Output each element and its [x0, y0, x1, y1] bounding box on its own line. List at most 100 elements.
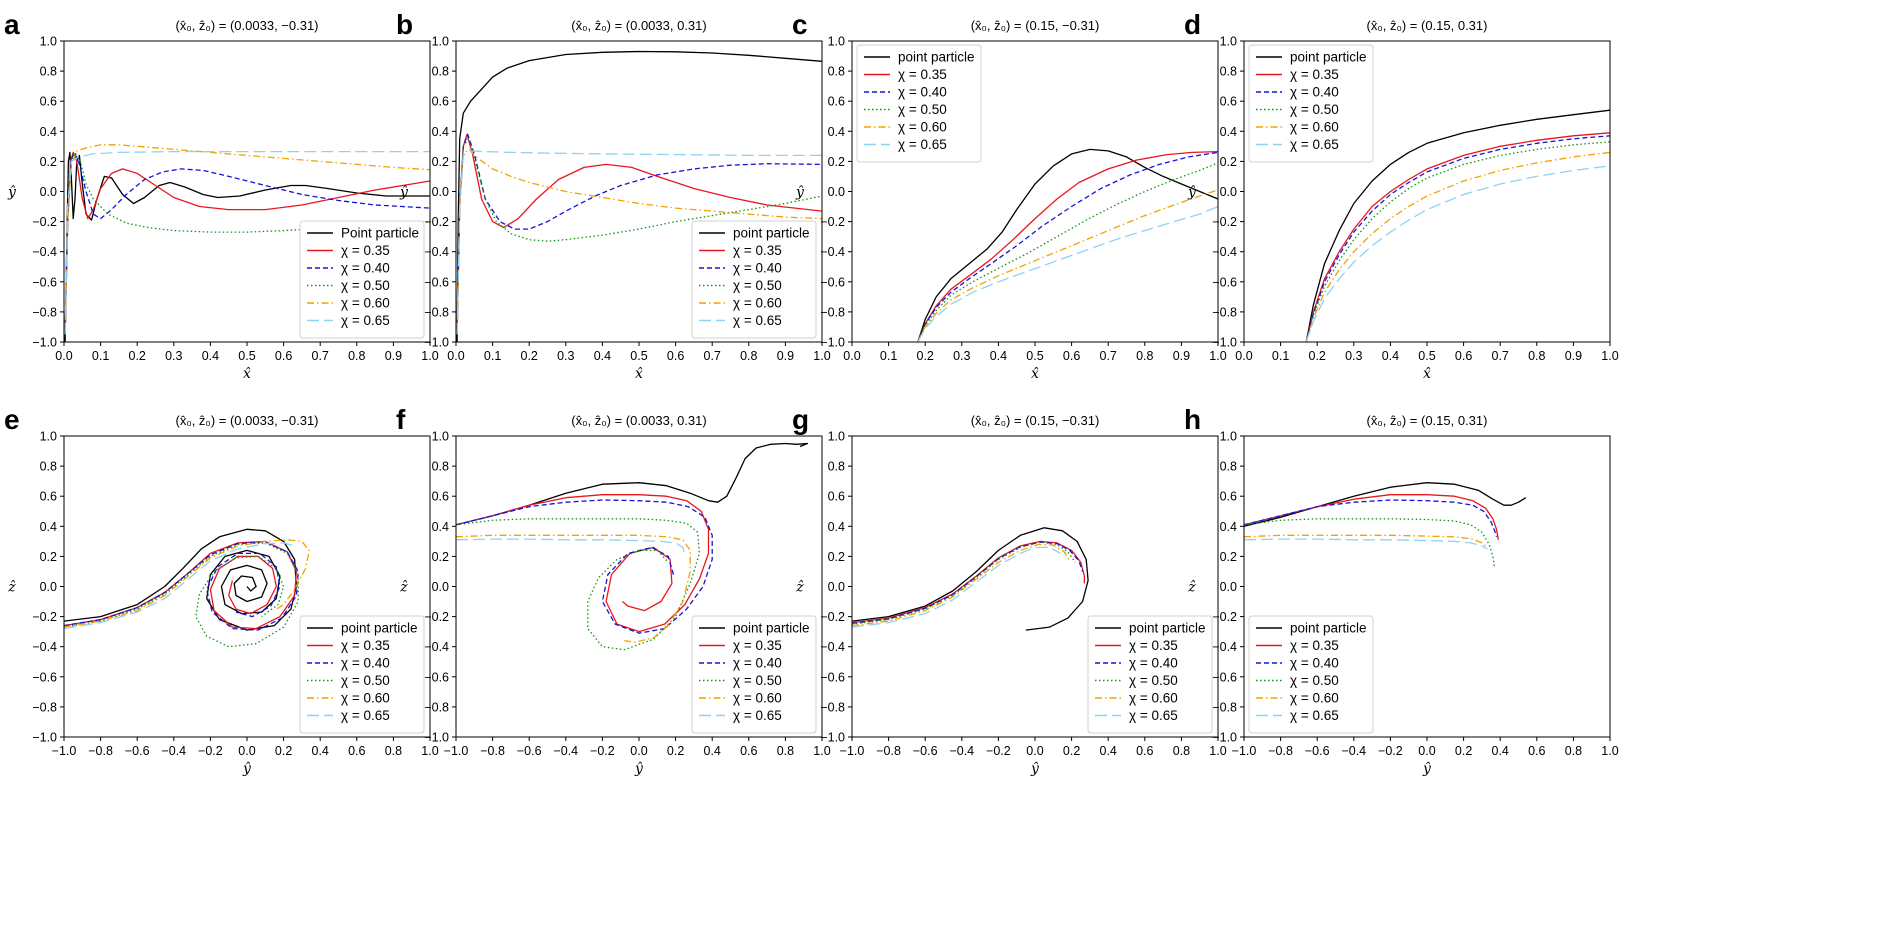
- x-tick-label: 0.8: [348, 349, 365, 363]
- y-tick-label: −1.0: [1212, 731, 1237, 745]
- y-tick-label: 0.8: [828, 460, 845, 474]
- x-tick-label: 0.6: [1063, 349, 1080, 363]
- y-tick-label: −0.2: [32, 215, 57, 229]
- series-line-c60: [64, 144, 430, 335]
- panel-label: f: [396, 404, 406, 435]
- x-tick-label: 0.7: [1492, 349, 1509, 363]
- x-tick-label: 0.4: [990, 349, 1007, 363]
- y-tick-label: −0.4: [32, 245, 57, 259]
- y-tick-label: 0.4: [432, 125, 449, 139]
- x-tick-label: 0.4: [594, 349, 611, 363]
- x-tick-label: −1.0: [444, 744, 469, 758]
- y-tick-label: 0.0: [828, 185, 845, 199]
- x-tick-label: 0.7: [704, 349, 721, 363]
- y-tick-label: −0.6: [1212, 275, 1237, 289]
- x-tick-label: 0.2: [1455, 744, 1472, 758]
- panel-label: b: [396, 9, 413, 40]
- x-axis-label: ŷ: [1422, 760, 1432, 777]
- panel-a: a (x̂₀, ẑ₀) = (0.0033, −0.31) 0.0 0.1 0.2 0.3…: [4, 9, 439, 382]
- x-tick-label: −0.6: [1305, 744, 1330, 758]
- legend-label: χ = 0.60: [898, 120, 947, 135]
- series-group: [456, 442, 809, 651]
- series-group: [1244, 482, 1527, 569]
- x-tick-label: 0.5: [1026, 349, 1043, 363]
- x-tick-label: 0.8: [1528, 349, 1545, 363]
- x-tick-label: 0.2: [1063, 744, 1080, 758]
- series-line-c35: [64, 540, 298, 630]
- y-tick-label: 0.8: [40, 65, 57, 79]
- legend: point particle χ = 0.35 χ = 0.40 χ = 0.50 χ …: [691, 220, 817, 339]
- series-line-c40: [852, 541, 1084, 625]
- y-tick-label: 0.2: [40, 155, 57, 169]
- series-line-c65: [64, 150, 430, 335]
- x-tick-label: 0.2: [667, 744, 684, 758]
- y-tick-label: −1.0: [424, 731, 449, 745]
- legend-label: χ = 0.60: [1290, 691, 1339, 706]
- panel-label: c: [792, 9, 808, 40]
- y-tick-label: −0.4: [424, 640, 449, 654]
- x-tick-label: 1.0: [1209, 349, 1226, 363]
- series-line-c50: [64, 542, 299, 648]
- y-tick-label: 0.0: [432, 185, 449, 199]
- y-tick-label: 0.8: [828, 65, 845, 79]
- y-tick-label: 0.2: [828, 155, 845, 169]
- legend-label: χ = 0.65: [733, 708, 782, 723]
- legend-label: χ = 0.65: [1290, 708, 1339, 723]
- y-tick-label: −0.6: [424, 275, 449, 289]
- x-tick-label: 0.6: [1528, 744, 1545, 758]
- y-tick-label: 0.8: [432, 460, 449, 474]
- legend: point particle χ = 0.35 χ = 0.40 χ = 0.50 χ …: [299, 615, 425, 734]
- series-line-c50: [456, 518, 701, 651]
- y-axis-label: ẑ: [7, 579, 16, 596]
- y-tick-label: 0.0: [1220, 185, 1237, 199]
- chart-title: (x̂₀, ẑ₀) = (0.15, 0.31): [1367, 413, 1488, 428]
- x-tick-label: 0.9: [1565, 349, 1582, 363]
- legend-label: χ = 0.50: [898, 102, 947, 117]
- panel-h: h (x̂₀, ẑ₀) = (0.15, 0.31) −1.0 −0.8 −0.6 −0.…: [1184, 404, 1619, 777]
- y-tick-label: −1.0: [424, 336, 449, 350]
- y-tick-label: 1.0: [40, 430, 57, 444]
- y-tick-label: −0.4: [1212, 640, 1237, 654]
- series-line-c40: [456, 133, 822, 335]
- chart-title: (x̂₀, ẑ₀) = (0.15, −0.31): [971, 413, 1100, 428]
- y-axis-label: ẑ: [795, 579, 804, 596]
- y-tick-label: −1.0: [32, 336, 57, 350]
- legend-label: χ = 0.35: [341, 638, 390, 653]
- x-axis-label: ŷ: [242, 760, 252, 777]
- panel-d: d (x̂₀, ẑ₀) = (0.15, 0.31) 0.0 0.1 0.2 0.3 0.4…: [1184, 9, 1619, 382]
- legend-label: χ = 0.40: [1290, 656, 1339, 671]
- x-tick-label: 0.0: [843, 349, 860, 363]
- series-line-c35: [1244, 494, 1500, 540]
- y-tick-label: 0.6: [828, 490, 845, 504]
- y-tick-label: −0.8: [32, 305, 57, 319]
- series-line-c65: [917, 205, 1218, 342]
- x-tick-label: 0.5: [1418, 349, 1435, 363]
- x-tick-label: −0.6: [125, 744, 150, 758]
- series-group: [64, 528, 310, 648]
- y-tick-label: 0.6: [432, 490, 449, 504]
- series-line-point: [1305, 109, 1610, 342]
- y-tick-label: −0.8: [1212, 700, 1237, 714]
- y-tick-label: −1.0: [1212, 336, 1237, 350]
- x-tick-label: 0.6: [667, 349, 684, 363]
- y-axis-label: ŷ: [7, 184, 17, 201]
- y-tick-label: 0.0: [40, 580, 57, 594]
- x-tick-label: −1.0: [840, 744, 865, 758]
- x-tick-label: −0.8: [876, 744, 901, 758]
- y-tick-label: 0.0: [40, 185, 57, 199]
- y-tick-label: 0.6: [40, 490, 57, 504]
- series-line-c50: [456, 138, 822, 335]
- x-tick-label: 0.2: [1309, 349, 1326, 363]
- y-tick-label: −0.6: [32, 275, 57, 289]
- legend-label: χ = 0.50: [733, 673, 782, 688]
- legend-label: χ = 0.35: [1290, 67, 1339, 82]
- x-tick-label: 0.0: [238, 744, 255, 758]
- y-tick-label: −0.4: [1212, 245, 1237, 259]
- y-tick-label: 1.0: [828, 35, 845, 49]
- y-tick-label: −0.4: [32, 640, 57, 654]
- x-axis-label: x̂: [635, 366, 643, 382]
- y-tick-label: 0.6: [432, 95, 449, 109]
- legend-label: χ = 0.65: [898, 137, 947, 152]
- y-tick-label: 0.4: [432, 520, 449, 534]
- panel-g: g (x̂₀, ẑ₀) = (0.15, −0.31) −1.0 −0.8 −0.6 −0…: [792, 404, 1227, 777]
